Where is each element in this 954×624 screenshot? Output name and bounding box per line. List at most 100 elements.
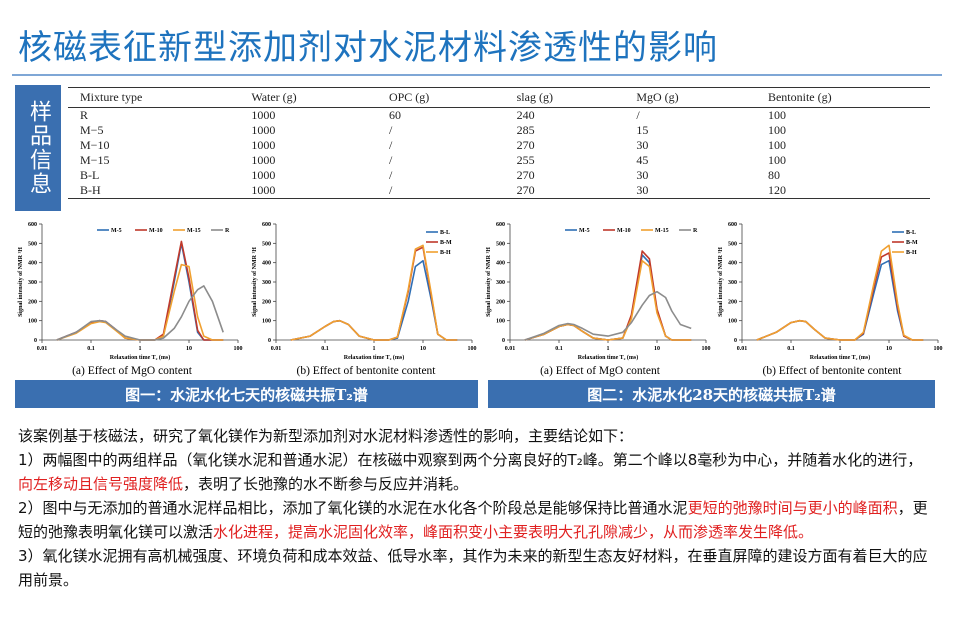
legend-label: B-L [906, 230, 916, 236]
y-tick-label: 500 [496, 241, 505, 247]
legend-label: M-5 [111, 228, 122, 234]
table-cell: 80 [767, 168, 780, 182]
y-tick-label: 200 [262, 299, 271, 305]
y-tick-label: 400 [28, 261, 37, 267]
table-row: R 1000 60 240 / 100 [68, 108, 930, 124]
y-tick-label: 100 [496, 319, 505, 325]
x-tick-label: 0.01 [37, 346, 48, 352]
table-cell: R [80, 108, 89, 122]
x-tick-label: 0.1 [555, 346, 563, 352]
figure-caption: 图一：水泥水化七天的核磁共振T₂谱 [15, 380, 478, 408]
y-tick-label: 0 [34, 338, 37, 344]
y-tick-label: 100 [728, 319, 737, 325]
y-axis-label: Signal intensity of NMR ¹H [252, 247, 258, 317]
table-cell: 120 [755, 183, 930, 199]
chart-caption: (a) Effect of MgO content [540, 365, 661, 377]
title-rule [12, 74, 942, 76]
series-line [56, 240, 224, 341]
paragraph: 1）两幅图中的两组样品（氧化镁水泥和普通水泥）在核磁中观察到两个分离良好的T₂峰… [18, 448, 928, 496]
series-line [290, 244, 458, 341]
table-cell: 270 [504, 183, 625, 199]
x-tick-label: 0.1 [321, 346, 329, 352]
y-tick-label: 600 [496, 222, 505, 228]
table-cell: 285 [516, 123, 535, 137]
table-cell: 30 [636, 138, 649, 152]
table-cell: / [388, 168, 393, 182]
y-axis-label: Signal intensity of NMR ¹H [18, 247, 24, 317]
y-tick-label: 600 [262, 222, 271, 228]
x-tick-label: 100 [468, 346, 477, 352]
series-line [56, 242, 224, 341]
header-cell: slag (g) [504, 87, 625, 108]
x-tick-label: 10 [886, 346, 892, 352]
table-row: M−10 1000 / 270 30 100 [68, 138, 930, 153]
table-cell: B-L [80, 168, 100, 182]
y-axis-label: Signal intensity of NMR ¹H [486, 247, 492, 317]
header-row: Mixture type Water (g) OPC (g) slag (g) MgO … [68, 87, 930, 108]
y-tick-label: 200 [728, 299, 737, 305]
y-tick-label: 500 [728, 241, 737, 247]
y-tick-label: 0 [502, 338, 505, 344]
x-tick-label: 1 [607, 346, 610, 352]
y-tick-label: 300 [28, 280, 37, 286]
table-row: B-H 1000/270 30 120 [68, 183, 930, 199]
x-tick-label: 100 [934, 346, 943, 352]
y-tick-label: 400 [262, 261, 271, 267]
chart-caption: (a) Effect of MgO content [72, 365, 193, 377]
x-tick-label: 1 [839, 346, 842, 352]
y-tick-label: 0 [268, 338, 271, 344]
x-axis-label: Relaxation time T₂ (ms) [578, 354, 639, 361]
table-cell: 1000 [251, 123, 276, 137]
legend-label: M-5 [579, 228, 590, 234]
x-tick-label: 100 [702, 346, 711, 352]
table-cell: / [636, 108, 640, 122]
x-tick-label: 100 [234, 346, 243, 352]
chart-caption: (b) Effect of bentonite content [762, 365, 902, 377]
table-cell: 270 [516, 138, 535, 152]
x-tick-label: 0.01 [737, 346, 748, 352]
x-tick-label: 0.01 [271, 346, 282, 352]
text-run: 1）两幅图中的两组样品（氧化镁水泥和普通水泥）在核磁中观察到两个分离良好的T₂峰… [18, 451, 923, 469]
y-tick-label: 0 [734, 338, 737, 344]
table-cell: 1000 [251, 108, 276, 122]
x-tick-label: 0.1 [787, 346, 795, 352]
table-cell: / [376, 183, 505, 199]
y-tick-label: 600 [728, 222, 737, 228]
paragraph: 该案例基于核磁法，研究了氧化镁作为新型添加剂对水泥材料渗透性的影响，主要结论如下… [18, 424, 928, 448]
legend-label: M-15 [187, 228, 201, 234]
text-run: 3）氧化镁水泥拥有高机械强度、环境负荷和成本效益、低导水率，其作为未来的新型生态… [18, 547, 928, 589]
header-cell: MgO (g) [624, 87, 756, 108]
chart-caption: (b) Effect of bentonite content [296, 365, 436, 377]
table-cell: B-H [68, 183, 240, 199]
slide-title: 核磁表征新型添加剂对水泥材料渗透性的影响 [18, 28, 718, 68]
legend-label: B-L [440, 230, 450, 236]
y-tick-label: 300 [262, 280, 271, 286]
legend-label: R [693, 228, 698, 234]
x-tick-label: 10 [654, 346, 660, 352]
text-run: 向左移动且信号强度降低 [18, 475, 184, 493]
table-cell: M−15 [80, 153, 110, 167]
table-cell: / [388, 153, 393, 167]
x-tick-label: 0.1 [87, 346, 95, 352]
series-line [290, 246, 458, 341]
x-tick-label: 10 [420, 346, 426, 352]
text-run: 该案例基于核磁法，研究了氧化镁作为新型添加剂对水泥材料渗透性的影响，主要结论如下… [18, 427, 634, 445]
y-tick-label: 400 [496, 261, 505, 267]
table-row: M−15 1000 / 255 45 100 [68, 153, 930, 168]
x-axis-label: Relaxation time T₂ (ms) [110, 354, 171, 361]
y-axis-label: Signal intensity of NMR ¹H [718, 247, 724, 317]
table-cell: 45 [636, 153, 649, 167]
table-cell: 255 [516, 153, 535, 167]
y-tick-label: 600 [28, 222, 37, 228]
text-run: 更短的弛豫时间与更小的峰面积 [687, 499, 898, 517]
table-cell: 30 [624, 183, 756, 199]
y-tick-label: 200 [28, 299, 37, 305]
side-label: 样品信息 [15, 85, 61, 211]
table-cell: 60 [388, 108, 401, 122]
series-line [756, 252, 924, 341]
y-tick-label: 400 [728, 261, 737, 267]
figure-caption: 图二：水泥水化28天的核磁共振T₂谱 [488, 380, 935, 408]
table-cell: 100 [767, 108, 786, 122]
y-tick-label: 300 [496, 280, 505, 286]
table-cell: 100 [767, 138, 786, 152]
